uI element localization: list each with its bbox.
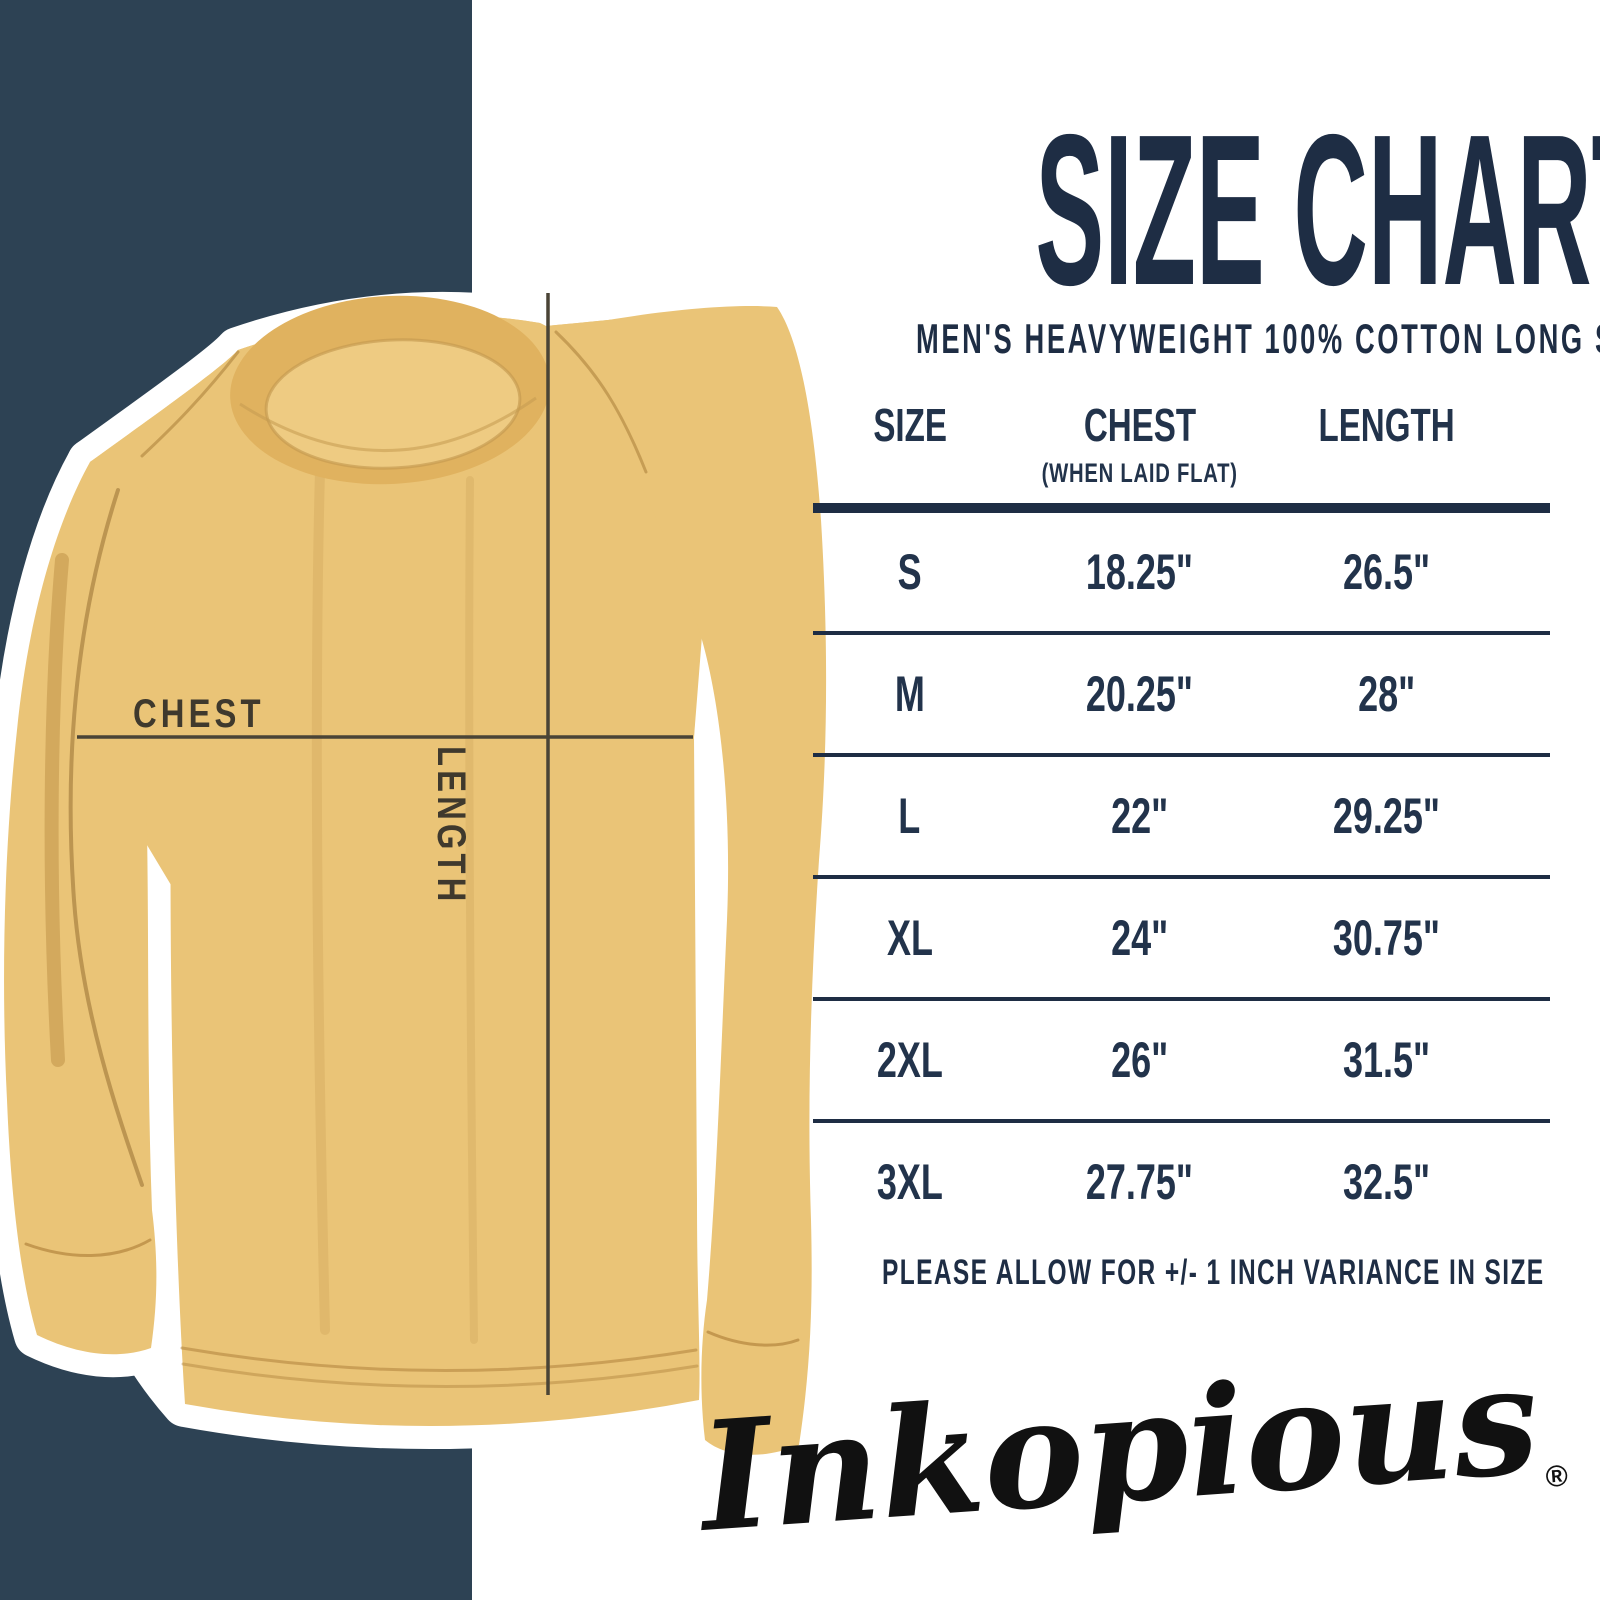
chest-value: 18.25"	[1086, 544, 1194, 600]
variance-note: PLEASE ALLOW FOR +/- 1 INCH VARIANCE IN …	[881, 1253, 1545, 1292]
page-title: SIZE CHART	[1035, 89, 1600, 330]
measurement-lines	[77, 293, 693, 1395]
size-table: SIZE CHEST LENGTH (WHEN LAID FLAT) S 18.…	[813, 398, 1550, 1241]
column-header-length: LENGTH	[1318, 399, 1455, 451]
length-value: 32.5"	[1343, 1154, 1431, 1210]
chest-value: 26"	[1111, 1032, 1169, 1088]
shirt-collar	[230, 295, 550, 485]
length-value: 29.25"	[1333, 788, 1441, 844]
column-header-size: SIZE	[872, 399, 947, 451]
length-value: 28"	[1358, 666, 1416, 722]
size-value: 3XL	[876, 1154, 943, 1210]
size-value: M	[894, 666, 925, 722]
length-value: 30.75"	[1333, 910, 1441, 966]
shirt-shading	[24, 330, 800, 1389]
size-value: S	[897, 544, 922, 600]
chest-value: 20.25"	[1086, 666, 1194, 722]
chest-value: 22"	[1111, 788, 1169, 844]
table-row: 2XL 26" 31.5"	[813, 1001, 1550, 1123]
length-value: 26.5"	[1343, 544, 1431, 600]
table-row: M 20.25" 28"	[813, 635, 1550, 757]
page-subtitle: MEN'S HEAVYWEIGHT 100% COTTON LONG SLEEV…	[915, 315, 1600, 362]
table-row: XL 24" 30.75"	[813, 879, 1550, 1001]
size-table-header-note-row: (WHEN LAID FLAT)	[813, 452, 1550, 489]
table-row: S 18.25" 26.5"	[813, 513, 1550, 635]
length-measure-label: LENGTH	[429, 746, 473, 906]
table-header-rule	[813, 503, 1550, 513]
table-row: L 22" 29.25"	[813, 757, 1550, 879]
chest-note: (WHEN LAID FLAT)	[1041, 458, 1238, 488]
size-value: L	[898, 788, 921, 844]
chest-value: 27.75"	[1086, 1154, 1194, 1210]
size-value: XL	[886, 910, 933, 966]
size-value: 2XL	[876, 1032, 943, 1088]
registered-trademark-icon: ®	[1544, 1459, 1569, 1495]
chest-measure-label: CHEST	[133, 692, 265, 736]
shirt-fabric	[4, 306, 827, 1455]
table-row: 3XL 27.75" 32.5"	[813, 1123, 1550, 1241]
length-value: 31.5"	[1343, 1032, 1431, 1088]
chest-value: 24"	[1111, 910, 1169, 966]
column-header-chest: CHEST	[1083, 399, 1196, 451]
size-table-header: SIZE CHEST LENGTH	[813, 398, 1550, 452]
